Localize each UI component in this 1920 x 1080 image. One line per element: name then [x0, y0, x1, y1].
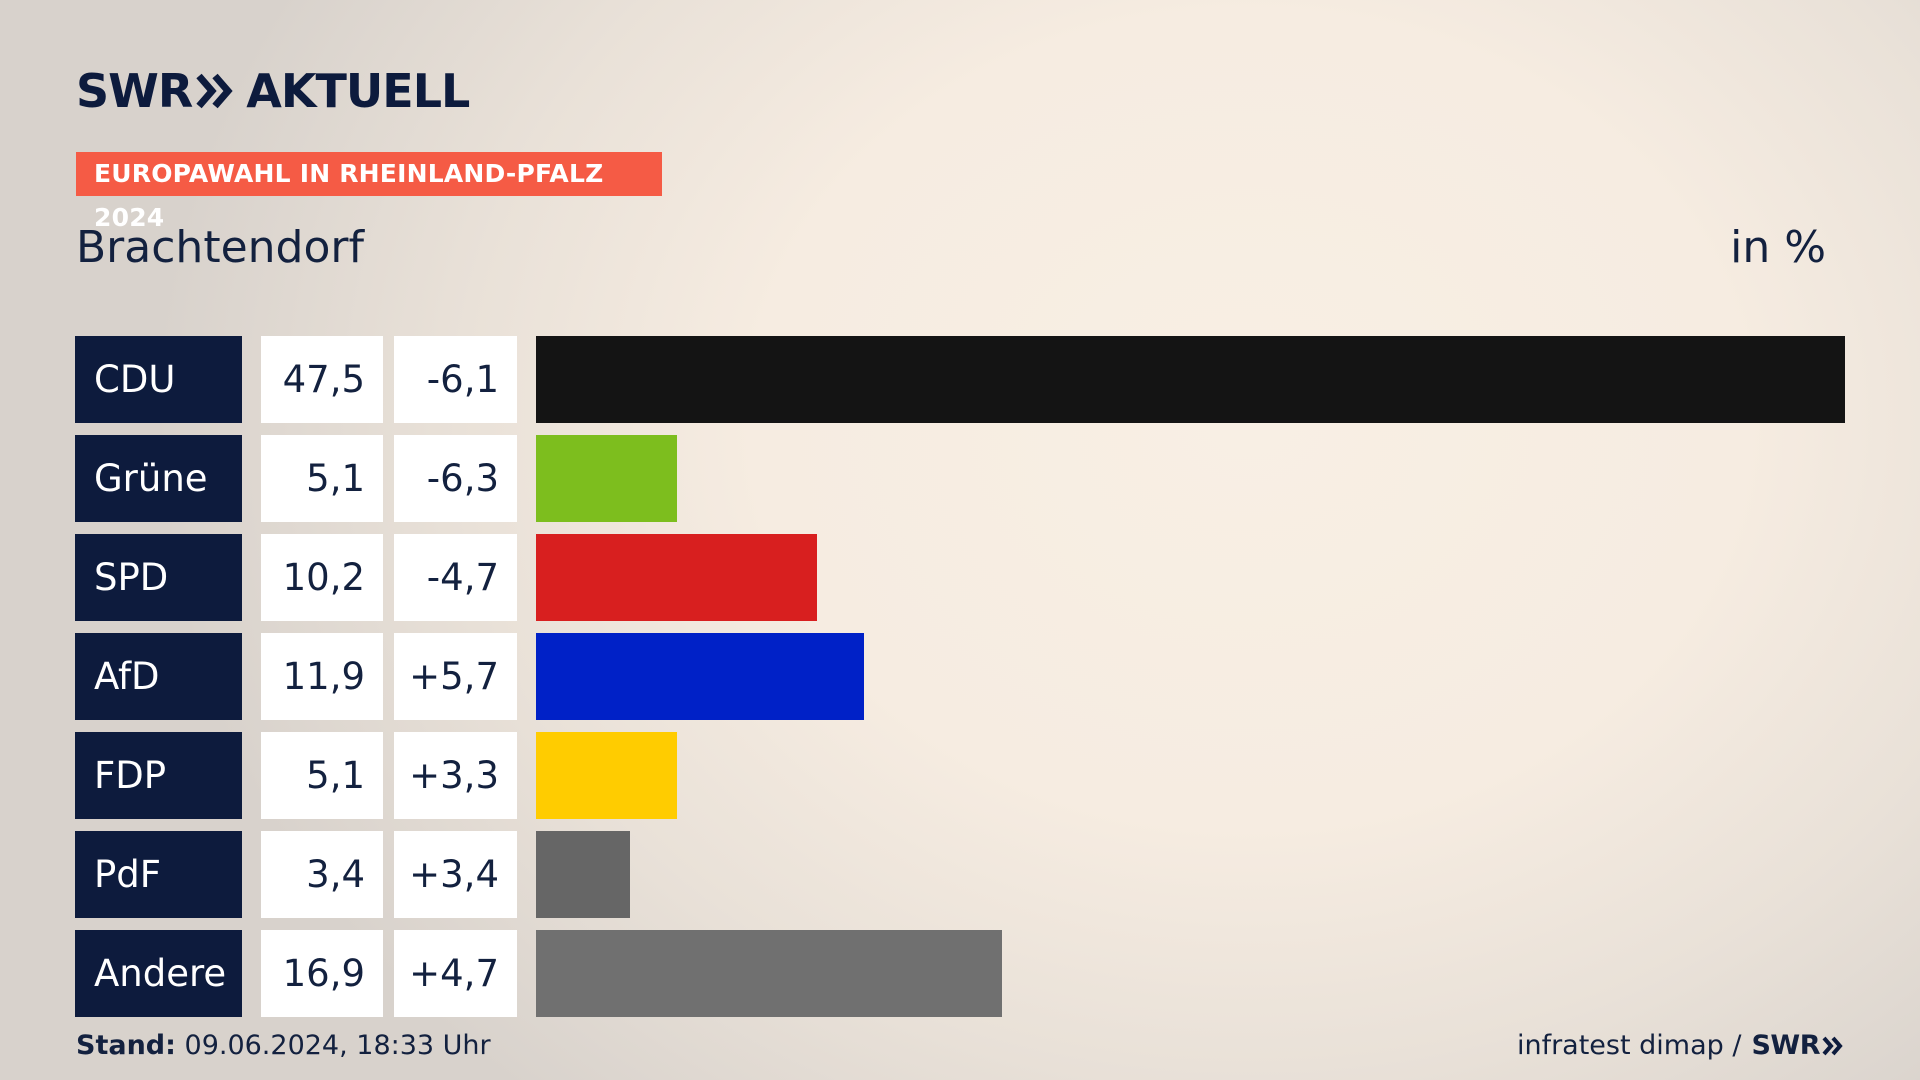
chart-title: Brachtendorf [76, 222, 364, 273]
swr-aktuell-logo: SWR AKTUELL [76, 64, 470, 118]
election-tag: EUROPAWAHL IN RHEINLAND-PFALZ 2024 [76, 152, 662, 232]
double-chevron-icon [1822, 1036, 1843, 1055]
value-label: 3,4 [261, 831, 383, 918]
value-label: 5,1 [261, 732, 383, 819]
stand-label: Stand: [76, 1030, 176, 1061]
double-chevron-icon [196, 73, 233, 109]
chart-row: AfD 11,9 +5,7 [0, 633, 1920, 720]
value-label: 5,1 [261, 435, 383, 522]
party-label: Grüne [75, 435, 242, 522]
bar [536, 633, 864, 720]
bar [536, 435, 677, 522]
unit-label: in % [1730, 222, 1826, 273]
chart-row: CDU 47,5 -6,1 [0, 336, 1920, 423]
change-label: +5,7 [394, 633, 517, 720]
value-label: 11,9 [261, 633, 383, 720]
timestamp: Stand: 09.06.2024, 18:33 Uhr [76, 1030, 491, 1061]
chart-row: Grüne 5,1 -6,3 [0, 435, 1920, 522]
change-label: -4,7 [394, 534, 517, 621]
source-text: infratest dimap / [1516, 1030, 1742, 1061]
party-label: FDP [75, 732, 242, 819]
party-label: Andere [75, 930, 242, 1017]
party-label: CDU [75, 336, 242, 423]
source-brand: SWR [1751, 1030, 1820, 1061]
party-label: SPD [75, 534, 242, 621]
stand-value: 09.06.2024, 18:33 Uhr [184, 1030, 491, 1061]
change-label: -6,3 [394, 435, 517, 522]
chart-row: Andere 16,9 +4,7 [0, 930, 1920, 1017]
logo-swr-text: SWR [76, 64, 193, 118]
bar [536, 930, 1002, 1017]
chart-row: PdF 3,4 +3,4 [0, 831, 1920, 918]
bar [536, 831, 630, 918]
chart-row: FDP 5,1 +3,3 [0, 732, 1920, 819]
logo-aktuell-text: AKTUELL [246, 64, 470, 118]
change-label: +3,3 [394, 732, 517, 819]
bar [536, 534, 817, 621]
party-label: PdF [75, 831, 242, 918]
bar [536, 732, 677, 819]
source-credit: infratest dimap / SWR [1517, 1030, 1844, 1061]
change-label: -6,1 [394, 336, 517, 423]
bar [536, 336, 1845, 423]
chart-row: SPD 10,2 -4,7 [0, 534, 1920, 621]
party-label: AfD [75, 633, 242, 720]
change-label: +4,7 [394, 930, 517, 1017]
value-label: 16,9 [261, 930, 383, 1017]
change-label: +3,4 [394, 831, 517, 918]
value-label: 10,2 [261, 534, 383, 621]
value-label: 47,5 [261, 336, 383, 423]
